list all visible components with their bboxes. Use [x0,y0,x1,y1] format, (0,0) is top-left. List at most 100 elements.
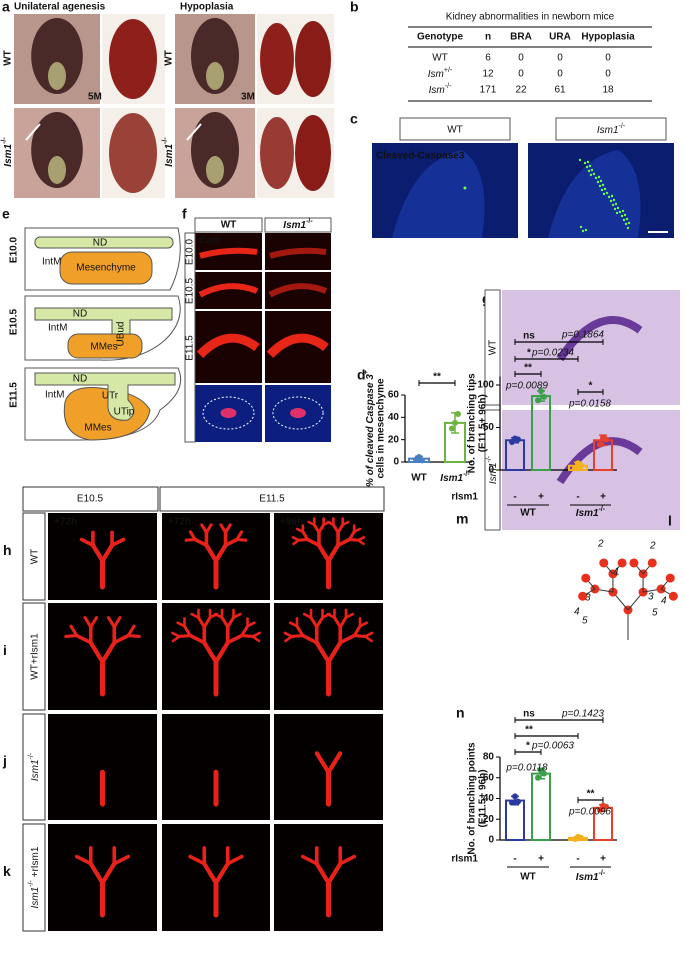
panel-letter: j [2,753,7,769]
ureteric-tree [314,861,331,885]
y-tick-label: 40 [483,793,495,804]
calb-signal [220,408,237,418]
ureteric-tree [188,854,207,866]
ureteric-tree [232,612,242,619]
diagram-label: ND [73,374,87,385]
caspase-signal [581,229,585,233]
x-tick-label: + [538,854,544,865]
branch-node [581,573,591,583]
data-point [515,798,521,805]
caspase-signal [592,172,596,176]
data-point [419,457,425,464]
ureteric-tree [240,634,255,638]
data-point [512,793,518,800]
row-label-part: Ism1 [3,143,14,166]
panel-title: Unilateral agenesis [14,2,106,13]
ureteric-tree [341,520,350,527]
panel-letter: c [350,111,358,127]
data-point [603,803,609,810]
ureteric-tree [193,537,209,548]
caspase-signal [601,183,605,187]
ureteric-tree [74,633,93,645]
x-tick-label: + [600,492,606,503]
y-tick-label: 20 [388,434,400,445]
p-value: p=0.0234 [531,348,574,359]
label-box [22,602,46,711]
tissue [392,150,485,238]
x-row-label: rIsm1 [451,854,478,865]
x-tick-label: + [538,492,544,503]
group-label-part: Ism1 [576,872,599,883]
diagram-label: ND [73,309,87,320]
ureteric-tree [202,616,212,629]
bar [531,772,551,841]
table-cell-part: +/- [444,67,453,74]
caspase-signal [579,225,583,229]
branch-order: 4 [661,596,667,607]
ureteric-tree [309,616,319,629]
bar [505,799,525,842]
table-cell: 61 [554,85,566,96]
data-point [541,770,547,777]
y-axis-label: No. of branching tips [467,373,478,473]
ureteric-tree [64,634,79,638]
ureteric-tree [89,616,99,629]
caspase-signal [613,207,617,211]
caspase-signal [599,179,603,183]
table-cell: WT [432,53,448,64]
ureteric-tree [336,523,345,535]
calb-signal [290,408,306,418]
ureteric-tree [188,633,207,645]
ureteric-tree [188,530,197,542]
p-value: p=0.0158 [568,399,611,410]
column-label: WT [447,125,463,136]
ureteric-tree [246,621,256,628]
x-row-label: rIsm1 [451,492,478,503]
row-label-part: Ism1 [30,759,41,781]
data-point [509,799,515,806]
significance-mark: ** [525,725,533,736]
ureteric-tree [326,861,343,885]
diagram-label: UBud [116,321,127,346]
x-tick-label: - [576,854,579,865]
kidney [295,115,331,191]
panel-letter: d [357,367,366,383]
ureteric-tree [352,634,367,638]
time-label: +72h [54,517,77,528]
significance-mark: * [526,741,530,752]
caspase-signal [587,169,591,173]
ureteric-tree [126,624,136,638]
group-label-part: -/- [599,870,606,877]
ureteric-tree [100,861,117,885]
y-tick-label: 60 [483,772,495,783]
ureteric-tree [283,631,294,638]
significance-mark: ** [587,789,595,800]
caspase-signal [614,202,618,206]
table-header: Hypoplasia [581,32,635,43]
ureteric-tree [240,624,250,638]
data-point [597,441,603,448]
ureteric-tree [317,523,326,535]
data-point [578,462,584,469]
p-value: p=0.0089 [505,381,548,392]
caspase-signal [584,228,588,232]
ureteric-tree [226,616,236,629]
ureteric-tree [213,640,230,664]
diagram-label: IntM [42,257,61,268]
calb-signal [198,283,259,298]
y-tick-label: 20 [483,814,495,825]
calb-signal [196,333,260,359]
tissue [548,150,641,238]
bladder [206,156,224,184]
y-axis-label-part: % of cleaved Caspase 3 [365,374,376,487]
ureteric-tree [100,640,117,664]
ureteric-tree [314,640,331,664]
table-cell: 12 [482,69,494,80]
x-tick-label: + [600,854,606,865]
data-point [455,410,461,417]
panel-letter: n [456,705,465,721]
significance-mark: ns [523,331,535,342]
ureteric-tree [213,861,230,885]
stage-label: E10.5 [77,494,104,505]
panel-letter: f [182,206,187,222]
